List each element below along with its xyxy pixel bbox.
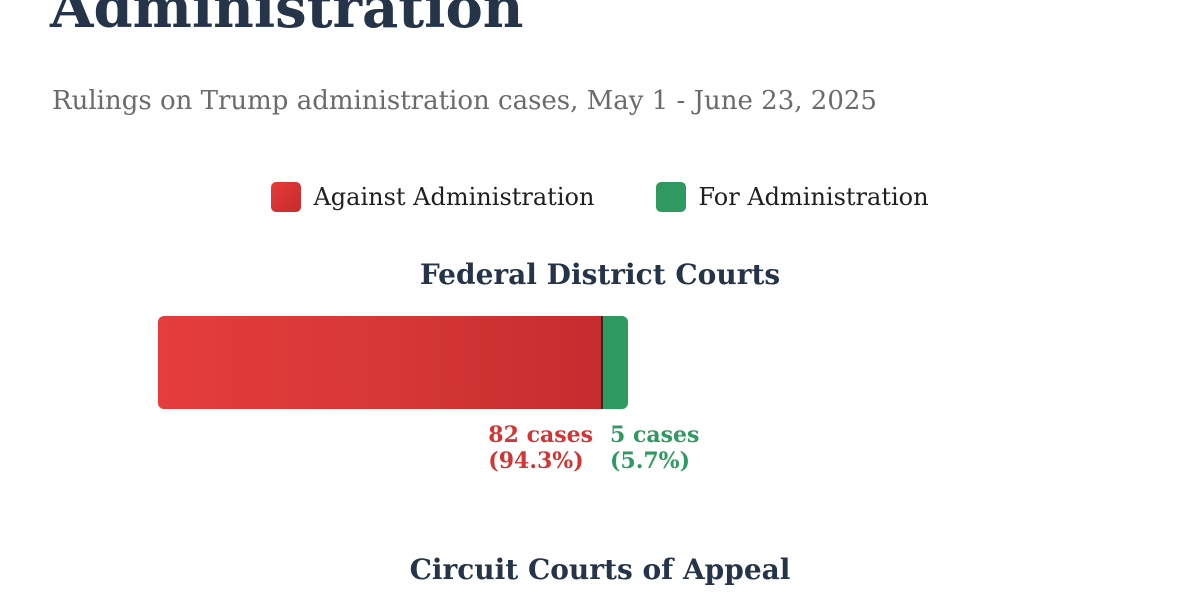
stacked-bar-district: [158, 316, 628, 409]
panel-title-circuit: Circuit Courts of Appeal: [409, 553, 791, 586]
panel-title-district: Federal District Courts: [419, 258, 781, 291]
legend-swatch-for: [656, 182, 687, 212]
legend-item-for: For Administration: [656, 182, 929, 212]
data-label-against-count: 82 cases: [488, 422, 593, 448]
bar-segment-against: [158, 316, 601, 409]
page-subtitle: Rulings on Trump administration cases, M…: [52, 86, 877, 116]
value-labels-district: 82 cases (94.3%) 5 cases (5.7%): [0, 422, 1200, 482]
data-label-for-count: 5 cases: [610, 422, 700, 448]
legend-swatch-against: [271, 182, 302, 212]
legend-label-for: For Administration: [698, 183, 929, 211]
data-label-for-pct: (5.7%): [610, 448, 690, 474]
legend-item-against: Against Administration: [271, 182, 594, 212]
page-title: Administration: [50, 0, 524, 41]
legend: Against Administration For Administratio…: [0, 182, 1200, 212]
legend-label-against: Against Administration: [313, 183, 595, 211]
data-label-against: 82 cases (94.3%): [488, 422, 593, 474]
data-label-for: 5 cases (5.7%): [610, 422, 699, 474]
data-label-against-pct: (94.3%): [488, 448, 584, 474]
bar-segment-for: [601, 316, 628, 409]
